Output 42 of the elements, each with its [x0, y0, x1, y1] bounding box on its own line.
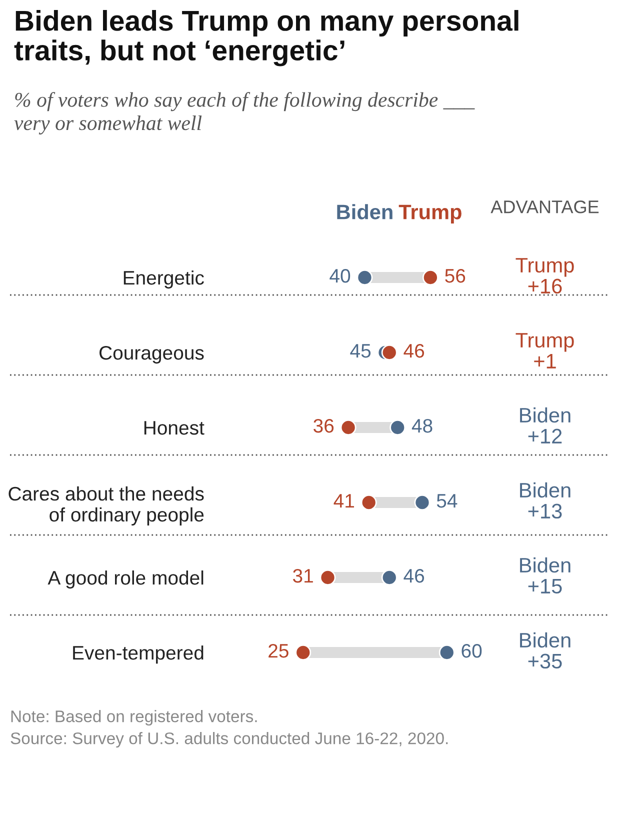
data-label: 36 — [314, 418, 334, 433]
text: Biden — [337, 204, 392, 220]
point — [360, 494, 377, 510]
text: Trump +16 — [516, 258, 574, 294]
text: Biden +15 — [520, 557, 570, 594]
data-label: 46 — [404, 344, 424, 358]
point — [320, 570, 336, 586]
point — [381, 344, 398, 360]
data-label: 54 — [436, 494, 458, 508]
data-label: 25 — [268, 644, 288, 658]
point — [390, 420, 406, 436]
text: Biden +13 — [520, 482, 570, 519]
data-label: 56 — [445, 268, 466, 283]
data-label: 41 — [334, 494, 354, 508]
y-tick-label: Honest — [144, 421, 204, 435]
point — [422, 270, 438, 286]
point — [340, 420, 356, 436]
chart-title: Biden leads Trump on many personal traits, but not ‘energetic’ — [14, 10, 518, 66]
chart-subtitle: % of voters who say each of the following describe ___ very or somewhat well — [14, 92, 475, 134]
y-tick-label: Even-tempered — [73, 645, 204, 664]
data-label: 46 — [404, 568, 424, 583]
text: Biden +12 — [520, 407, 570, 444]
data-label: 48 — [412, 418, 432, 433]
point — [381, 570, 398, 586]
data-label: 60 — [462, 644, 482, 658]
data-label: 40 — [330, 268, 350, 283]
text: Trump +1 — [516, 333, 574, 368]
source-note: Source: Survey of U.S. adults conducted June 16-22, 2020. — [10, 732, 448, 748]
y-tick-label: Energetic — [124, 270, 204, 289]
data-label: 45 — [350, 344, 371, 358]
y-tick-label: Cares about the needs of ordinary people — [8, 486, 204, 526]
text: Biden +35 — [520, 632, 570, 669]
point — [414, 494, 430, 510]
point — [295, 644, 312, 660]
point — [438, 644, 455, 660]
data-label: 31 — [292, 568, 313, 583]
text: ADVANTAGE — [490, 200, 599, 214]
text: Note: Based on registered voters. — [11, 710, 257, 726]
text: Trump — [398, 204, 462, 224]
y-tick-label: A good role model — [48, 570, 204, 589]
y-tick-label: Courageous — [100, 346, 204, 364]
point — [356, 270, 373, 286]
